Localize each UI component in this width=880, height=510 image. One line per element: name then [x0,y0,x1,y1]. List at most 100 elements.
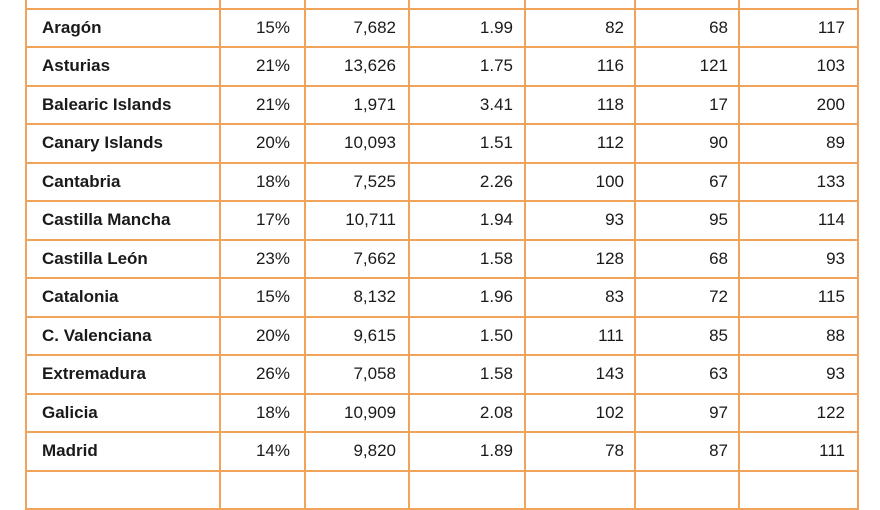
region-name-cell: Castilla Mancha [25,200,221,241]
value-cell: 17% [219,200,306,241]
table-row: Asturias 21% 13,626 1.75 116 121 103 [25,46,859,87]
value-cell [738,469,859,510]
region-name-cell: Balearic Islands [25,84,221,125]
value-cell: 1.89 [408,431,526,472]
value-cell [219,469,306,510]
value-cell: 97 [634,392,740,433]
value-cell: 17 [634,84,740,125]
value-cell: 1.94 [408,200,526,241]
value-cell: 112 [524,123,636,164]
value-cell: 1.50 [408,315,526,356]
value-cell [634,469,740,510]
value-cell: 21% [219,84,306,125]
region-statistics-table: Aragón 15% 7,682 1.99 82 68 117 Asturias 21% 13,6… [25,0,859,510]
value-cell: 88 [738,315,859,356]
value-cell: 9,820 [304,431,410,472]
value-cell: 111 [738,431,859,472]
value-cell [408,469,526,510]
region-name-cell: Castilla León [25,238,221,279]
data-table-container: Aragón 15% 7,682 1.99 82 68 117 Asturias 21% 13,6… [25,0,859,510]
table-row: Galicia 18% 10,909 2.08 102 97 122 [25,392,859,433]
value-cell: 114 [738,200,859,241]
value-cell: 1,971 [304,84,410,125]
region-name-cell: Cantabria [25,161,221,202]
value-cell: 10,093 [304,123,410,164]
value-cell: 2.26 [408,161,526,202]
value-cell [408,0,526,10]
value-cell: 3.41 [408,84,526,125]
value-cell: 67 [634,161,740,202]
value-cell: 1.75 [408,46,526,87]
value-cell: 115 [738,277,859,318]
region-name-cell [25,469,221,510]
value-cell: 128 [524,238,636,279]
value-cell [304,0,410,10]
value-cell: 87 [634,431,740,472]
value-cell: 90 [634,123,740,164]
value-cell: 18% [219,161,306,202]
value-cell: 1.58 [408,238,526,279]
region-name-cell: Catalonia [25,277,221,318]
value-cell: 7,682 [304,7,410,48]
value-cell: 116 [524,46,636,87]
table-row: C. Valenciana 20% 9,615 1.50 111 85 88 [25,315,859,356]
value-cell [634,0,740,10]
table-row: Madrid 14% 9,820 1.89 78 87 111 [25,431,859,472]
table-row: Catalonia 15% 8,132 1.96 83 72 115 [25,277,859,318]
value-cell: 117 [738,7,859,48]
value-cell: 9,615 [304,315,410,356]
value-cell: 15% [219,7,306,48]
value-cell: 26% [219,354,306,395]
value-cell: 1.58 [408,354,526,395]
value-cell [524,469,636,510]
value-cell: 85 [634,315,740,356]
value-cell: 200 [738,84,859,125]
value-cell: 122 [738,392,859,433]
value-cell: 10,909 [304,392,410,433]
region-name-cell: C. Valenciana [25,315,221,356]
region-name-cell: Extremadura [25,354,221,395]
region-name-cell: Asturias [25,46,221,87]
value-cell: 102 [524,392,636,433]
value-cell: 121 [634,46,740,87]
value-cell: 83 [524,277,636,318]
table-row [25,0,859,10]
value-cell: 2.08 [408,392,526,433]
table-row: Castilla Mancha 17% 10,711 1.94 93 95 114 [25,200,859,241]
value-cell: 10,711 [304,200,410,241]
value-cell: 93 [524,200,636,241]
value-cell: 8,132 [304,277,410,318]
value-cell: 103 [738,46,859,87]
value-cell: 1.99 [408,7,526,48]
value-cell: 89 [738,123,859,164]
region-name-cell [25,0,221,10]
value-cell: 100 [524,161,636,202]
value-cell: 93 [738,238,859,279]
value-cell: 21% [219,46,306,87]
value-cell: 111 [524,315,636,356]
value-cell [219,0,306,10]
region-name-cell: Aragón [25,7,221,48]
value-cell: 18% [219,392,306,433]
value-cell [738,0,859,10]
table-row: Canary Islands 20% 10,093 1.51 112 90 89 [25,123,859,164]
value-cell: 23% [219,238,306,279]
value-cell: 143 [524,354,636,395]
table-body: Aragón 15% 7,682 1.99 82 68 117 Asturias 21% 13,6… [25,0,859,510]
value-cell: 15% [219,277,306,318]
value-cell: 20% [219,123,306,164]
region-name-cell: Galicia [25,392,221,433]
value-cell: 72 [634,277,740,318]
value-cell: 78 [524,431,636,472]
value-cell: 118 [524,84,636,125]
region-name-cell: Madrid [25,431,221,472]
value-cell: 1.51 [408,123,526,164]
value-cell: 13,626 [304,46,410,87]
value-cell: 93 [738,354,859,395]
value-cell: 63 [634,354,740,395]
value-cell [304,469,410,510]
table-row: Aragón 15% 7,682 1.99 82 68 117 [25,7,859,48]
value-cell: 20% [219,315,306,356]
value-cell: 7,058 [304,354,410,395]
value-cell: 133 [738,161,859,202]
